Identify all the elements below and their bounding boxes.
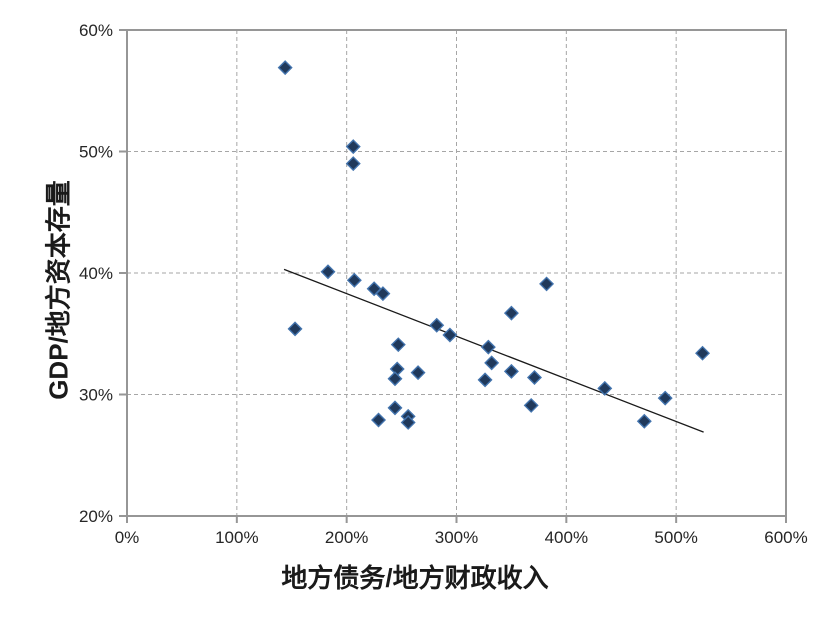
data-point xyxy=(484,355,500,371)
y-tick-label: 20% xyxy=(79,507,113,526)
x-axis-title: 地方债务/地方财政收入 xyxy=(281,563,549,593)
data-point xyxy=(277,60,293,76)
y-tick-label: 40% xyxy=(79,264,113,283)
data-point xyxy=(657,390,673,406)
trend-line xyxy=(283,268,704,433)
data-point xyxy=(503,363,519,379)
x-tick-label: 300% xyxy=(435,528,478,547)
data-point xyxy=(442,327,458,343)
data-point xyxy=(287,321,303,337)
y-tick-label: 60% xyxy=(79,21,113,40)
data-point xyxy=(390,337,406,353)
y-tick-label: 50% xyxy=(79,143,113,162)
x-tick-label: 0% xyxy=(115,528,140,547)
data-point xyxy=(345,139,361,155)
data-point xyxy=(410,365,426,381)
data-point xyxy=(523,397,539,413)
data-point xyxy=(480,339,496,355)
x-tick-label: 500% xyxy=(654,528,697,547)
data-point xyxy=(320,264,336,280)
data-point xyxy=(526,370,542,385)
data-point xyxy=(400,414,416,430)
data-point xyxy=(539,276,555,292)
y-tick-label: 30% xyxy=(79,386,113,405)
x-tick-label: 400% xyxy=(545,528,588,547)
data-point xyxy=(346,272,362,288)
data-point xyxy=(695,345,711,361)
x-tick-label: 200% xyxy=(325,528,368,547)
data-point xyxy=(371,412,387,428)
data-point xyxy=(375,286,391,302)
data-point xyxy=(597,380,613,396)
y-axis-title: GDP/地方资本存量 xyxy=(43,180,74,400)
data-point xyxy=(636,413,652,429)
x-tick-label: 100% xyxy=(215,528,258,547)
data-point xyxy=(345,156,361,172)
data-point xyxy=(429,317,445,333)
x-tick-label: 600% xyxy=(764,528,807,547)
data-point xyxy=(477,372,493,388)
data-point xyxy=(503,305,519,321)
data-point xyxy=(387,371,403,387)
data-point xyxy=(387,400,403,416)
